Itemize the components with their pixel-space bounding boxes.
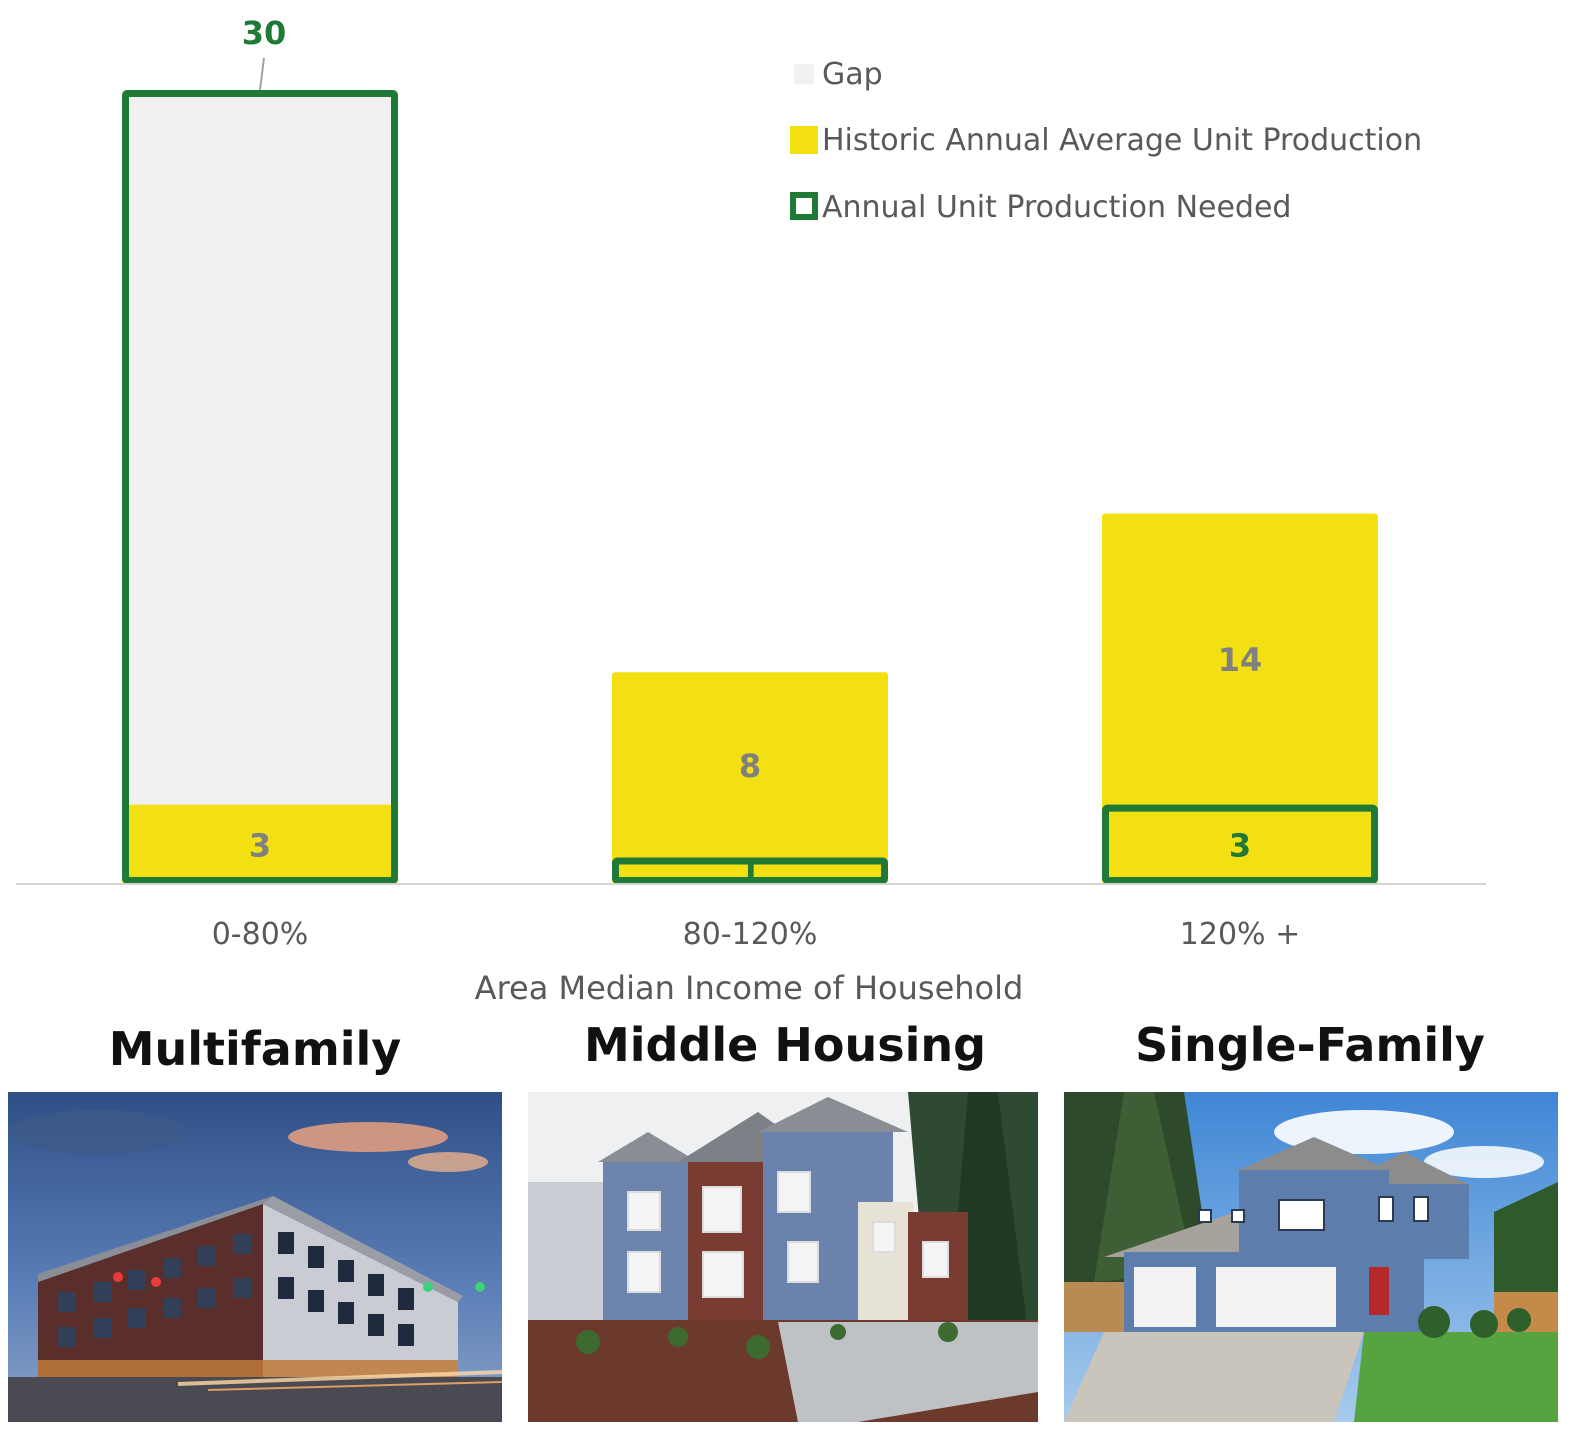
bar-gap-0 — [122, 90, 398, 805]
housing-type-label-multifamily: Multifamily — [108, 1022, 402, 1076]
x-tick-label-2: 120% + — [1180, 917, 1300, 952]
bar-needed-outline-1 — [612, 857, 888, 884]
bar-historic-1 — [612, 672, 888, 884]
x-tick-label-1: 80-120% — [683, 917, 818, 952]
legend-label-needed: Annual Unit Production Needed — [822, 190, 1291, 225]
legend-label-gap: Gap — [822, 57, 883, 92]
data-label-historic-0: 3 — [249, 826, 271, 864]
apartment-building-photo — [8, 1092, 502, 1422]
x-tick-label-0: 0-80% — [212, 917, 309, 952]
housing-type-label-middle-housing: Middle Housing — [583, 1018, 987, 1072]
bar-needed-outline-2 — [1102, 804, 1378, 884]
data-label-needed-0: 30 — [242, 14, 287, 52]
legend-swatch-gap — [794, 64, 814, 84]
legend: Gap Historic Annual Average Unit Product… — [790, 57, 1422, 225]
legend-label-historic: Historic Annual Average Unit Production — [822, 123, 1422, 158]
data-label-historic-1: 8 — [739, 747, 761, 785]
bar-historic-2 — [1102, 513, 1378, 884]
bar-needed-outline-0 — [122, 90, 398, 884]
bar-historic-0 — [122, 804, 398, 884]
housing-production-chart: 0-80% 3 30 80-120% 8 1 120% + 14 3 Gap Historic … — [16, 14, 1486, 1007]
x-axis-title: Area Median Income of Household — [475, 969, 1024, 1007]
townhouse-photo — [528, 1092, 1038, 1422]
labels-layer: 0-80% 3 30 80-120% 8 1 120% + 14 3 — [212, 14, 1301, 952]
leader-line-needed-0 — [259, 57, 265, 91]
data-label-historic-2: 14 — [1218, 641, 1263, 679]
legend-swatch-historic — [790, 126, 818, 154]
housing-type-label-single-family: Single-Family — [1135, 1018, 1485, 1072]
data-label-needed-1: 1 — [739, 853, 761, 891]
legend-swatch-needed — [790, 192, 818, 220]
data-label-needed-2: 3 — [1229, 826, 1251, 864]
bars-layer — [122, 90, 1378, 884]
single-family-house-photo — [1064, 1092, 1558, 1422]
